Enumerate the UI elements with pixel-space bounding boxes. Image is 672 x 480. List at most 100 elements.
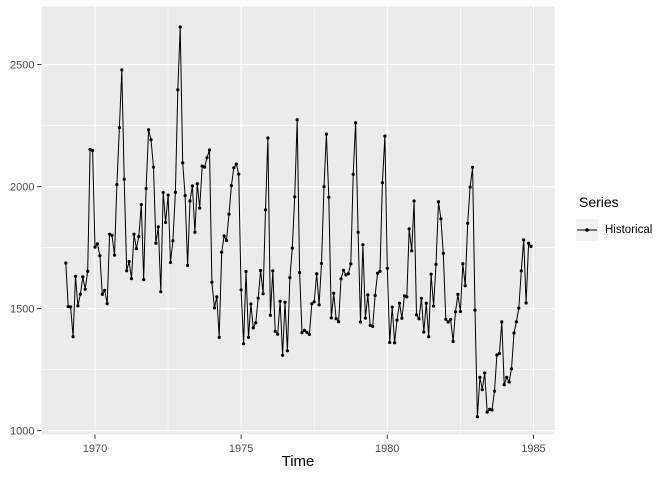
data-point: [427, 335, 431, 339]
data-point: [385, 266, 389, 270]
data-point: [232, 166, 236, 170]
data-point: [198, 206, 202, 210]
data-point: [478, 375, 482, 379]
data-point: [242, 342, 246, 346]
data-point: [95, 242, 99, 246]
data-point: [220, 250, 224, 254]
data-point: [495, 353, 499, 357]
data-point: [492, 389, 497, 393]
data-point: [200, 164, 204, 168]
data-point: [395, 318, 399, 322]
data-point: [151, 165, 156, 169]
data-point: [451, 339, 455, 344]
data-point: [188, 199, 192, 203]
data-point: [91, 148, 95, 153]
data-point: [441, 251, 445, 255]
data-point: [120, 68, 124, 72]
data-point: [276, 332, 280, 336]
data-point: [190, 184, 194, 188]
data-point: [339, 277, 343, 281]
data-point: [215, 295, 219, 299]
y-tick-label: 2000: [10, 181, 34, 193]
data-point: [366, 293, 370, 297]
data-point: [329, 316, 333, 320]
data-point: [139, 203, 143, 207]
data-point: [483, 371, 487, 375]
data-point: [159, 290, 163, 294]
data-point: [436, 200, 441, 204]
data-point: [522, 238, 526, 242]
data-point: [122, 177, 126, 181]
data-point: [410, 249, 414, 253]
y-tick-label: 1000: [10, 425, 34, 437]
data-point: [285, 349, 289, 353]
legend-item-label: Historical: [605, 224, 653, 236]
data-point: [183, 194, 187, 198]
data-point: [281, 353, 285, 357]
data-point: [203, 165, 207, 169]
data-point: [251, 326, 255, 330]
data-point: [76, 304, 80, 308]
data-point: [103, 288, 107, 292]
data-point: [244, 269, 248, 274]
data-point: [217, 335, 221, 339]
data-point: [502, 383, 506, 387]
data-point: [407, 227, 411, 231]
data-point: [290, 246, 294, 250]
data-point: [453, 310, 458, 314]
data-point: [181, 161, 185, 165]
data-point: [164, 220, 168, 225]
data-point: [341, 268, 346, 272]
data-point: [414, 313, 419, 317]
data-point: [507, 380, 511, 384]
data-point: [356, 230, 360, 234]
data-point: [405, 295, 409, 299]
data-point: [307, 332, 311, 337]
data-point: [283, 300, 287, 304]
data-point: [178, 25, 182, 29]
data-point: [388, 340, 392, 345]
data-point: [371, 324, 375, 328]
data-point: [132, 232, 136, 236]
data-point: [378, 269, 382, 273]
x-axis-title: Time: [281, 453, 315, 470]
data-point: [142, 278, 146, 282]
data-point: [473, 308, 477, 312]
data-point: [509, 367, 514, 371]
data-point: [83, 287, 87, 291]
data-point: [66, 305, 70, 309]
data-point: [88, 147, 92, 152]
data-point: [310, 302, 314, 306]
data-point: [205, 156, 209, 160]
data-point: [488, 407, 492, 411]
data-point: [373, 293, 377, 297]
data-point: [354, 121, 358, 125]
data-point: [127, 259, 131, 264]
data-point: [368, 323, 372, 327]
data-point: [334, 317, 338, 321]
data-point: [168, 260, 173, 265]
data-point: [312, 300, 316, 304]
data-point: [319, 261, 324, 265]
x-tick-label: 1970: [83, 443, 107, 455]
data-point: [246, 335, 251, 339]
data-point: [514, 320, 519, 324]
data-point: [186, 263, 190, 267]
series-line-historical: [65, 26, 532, 417]
data-point: [176, 88, 180, 92]
plot-panel: [41, 6, 555, 435]
y-tick-label: 1500: [10, 303, 34, 315]
data-point: [429, 272, 433, 276]
data-point: [344, 273, 348, 277]
data-point: [64, 261, 68, 265]
data-point: [300, 331, 304, 335]
x-tick-label: 1975: [229, 443, 253, 455]
data-point: [110, 233, 114, 237]
data-point: [259, 268, 263, 273]
data-point: [108, 232, 112, 236]
data-point: [86, 269, 90, 273]
data-point: [161, 190, 165, 194]
data-point: [254, 321, 258, 325]
data-point: [222, 234, 226, 238]
